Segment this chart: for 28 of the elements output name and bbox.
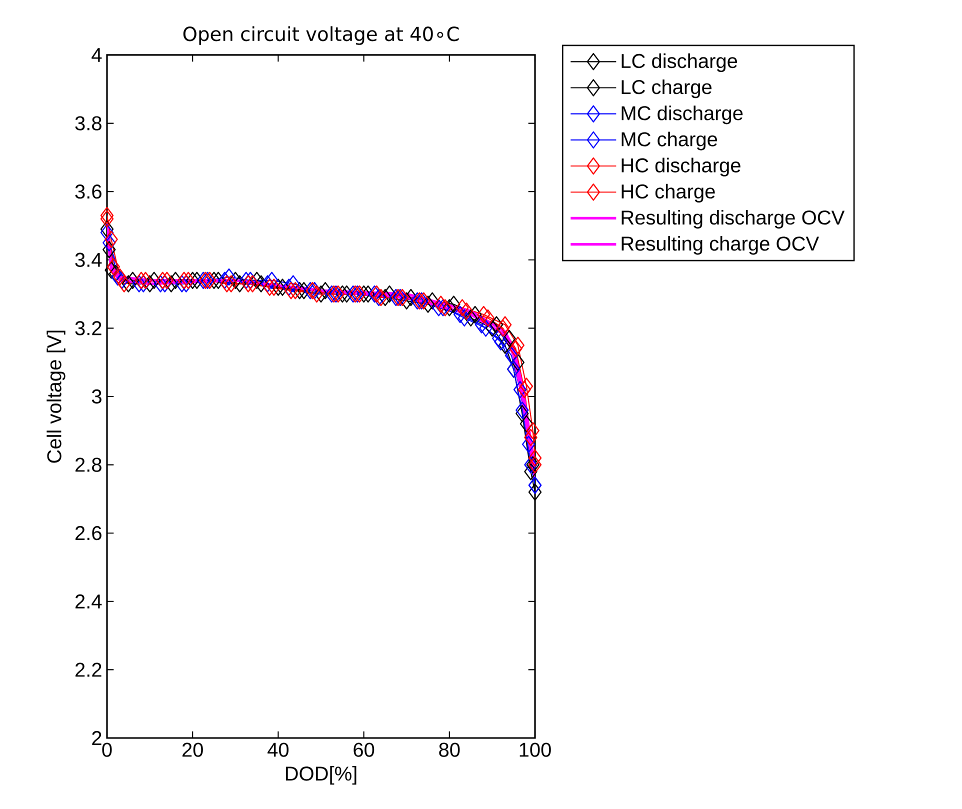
x-tick-label: 0 [102, 742, 112, 757]
y-axis-title: Cell voltage [V] [46, 330, 66, 463]
chart-title: Open circuit voltage at 40∘C [183, 26, 459, 45]
y-tick-label: 2.2 [75, 662, 102, 677]
x-tick-label: 20 [182, 742, 203, 757]
legend-label: Resulting discharge OCV [622, 210, 845, 229]
x-tick-label: 100 [520, 742, 551, 757]
y-tick-label: 3.6 [75, 184, 102, 199]
y-tick-label: 3.2 [75, 321, 102, 336]
legend-label: Resulting charge OCV [622, 236, 820, 255]
legend-label: HC charge [622, 184, 715, 203]
y-tick-label: 3.4 [75, 252, 102, 267]
legend-label: LC discharge [622, 53, 738, 72]
y-tick-label: 2.4 [75, 594, 102, 608]
legend-label: MC charge [622, 132, 718, 150]
legend-label: MC discharge [622, 106, 743, 124]
y-tick-label: 2.6 [75, 526, 102, 540]
x-tick-label: 40 [268, 742, 289, 757]
legend-label: LC charge [622, 80, 712, 98]
x-tick-label: 60 [354, 742, 374, 757]
x-tick-label: 80 [439, 742, 460, 757]
y-tick-label: 3.8 [75, 116, 102, 130]
x-axis-title: DOD[%] [286, 766, 356, 785]
y-tick-label: 2.8 [75, 458, 102, 472]
legend-label: HC discharge [622, 158, 740, 176]
y-tick-label: 2 [92, 731, 102, 745]
y-tick-label: 4 [92, 48, 102, 62]
y-tick-label: 3 [92, 389, 102, 404]
